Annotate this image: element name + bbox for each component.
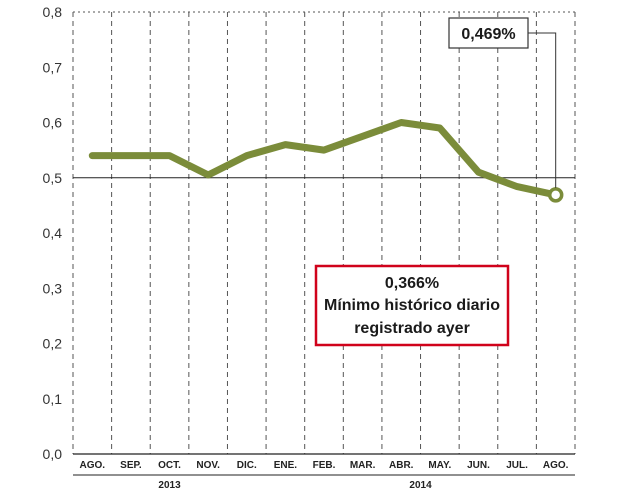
callout: 0,469%	[448, 17, 557, 188]
x-tick-label: AGO.	[543, 460, 569, 471]
data-point-marker	[547, 187, 564, 203]
y-tick-label: 0,7	[43, 59, 63, 75]
series-line	[88, 119, 560, 199]
x-tick-label: DIC.	[237, 460, 257, 471]
year-label: 2014	[409, 480, 432, 491]
y-tick-label: 0,8	[43, 4, 63, 20]
note-line-value: 0,366%	[385, 275, 439, 292]
x-tick-label: MAY.	[428, 460, 451, 471]
note-box	[314, 264, 510, 347]
x-tick-label: ABR.	[389, 460, 414, 471]
x-tick-label: JUL.	[506, 460, 528, 471]
x-tick-label: SEP.	[120, 460, 142, 471]
note-line-2: registrado ayer	[354, 320, 470, 337]
x-tick-label: JUN.	[467, 460, 490, 471]
note-line-1: Mínimo histórico diario	[324, 297, 500, 314]
series	[88, 119, 564, 203]
callout-label: 0,469%	[461, 26, 515, 43]
y-tick-label: 0,0	[43, 446, 63, 462]
year-label: 2013	[158, 480, 181, 491]
y-axis: 0,0 0,1 0,2 0,3 0,4 0,5 0,6 0,7 0,8	[43, 4, 63, 462]
y-tick-label: 0,2	[43, 336, 63, 352]
x-tick-label: FEB.	[313, 460, 336, 471]
y-tick-label: 0,4	[43, 225, 63, 241]
x-axis: AGO. SEP. OCT. NOV. DIC. ENE. FEB. MAR. ABR. MAY.…	[80, 460, 569, 491]
y-tick-label: 0,3	[43, 280, 63, 296]
y-tick-label: 0,1	[43, 391, 63, 407]
y-tick-label: 0,6	[43, 115, 63, 131]
x-tick-label: ENE.	[274, 460, 298, 471]
callout-box	[448, 17, 529, 49]
note: 0,366% Mínimo histórico diario registrad…	[314, 264, 510, 347]
grid	[72, 11, 576, 476]
x-tick-label: AGO.	[80, 460, 106, 471]
x-tick-label: OCT.	[158, 460, 181, 471]
x-tick-label: MAR.	[350, 460, 376, 471]
x-tick-label: NOV.	[196, 460, 220, 471]
y-tick-label: 0,5	[43, 170, 63, 186]
callout-leader	[528, 32, 557, 188]
